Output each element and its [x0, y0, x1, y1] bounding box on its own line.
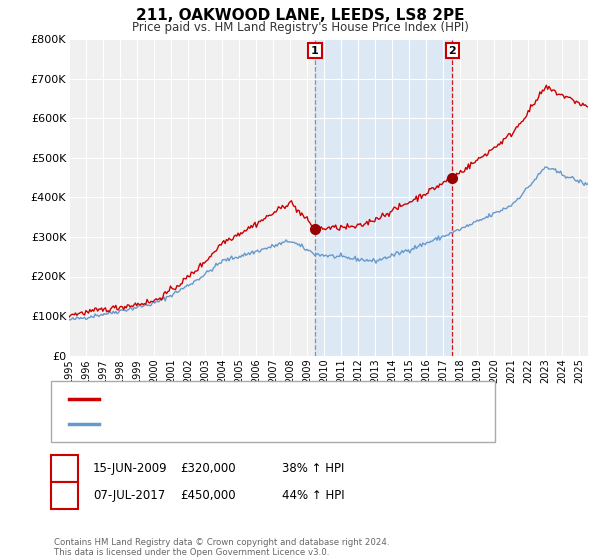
Text: 211, OAKWOOD LANE, LEEDS, LS8 2PE: 211, OAKWOOD LANE, LEEDS, LS8 2PE: [136, 8, 464, 24]
Text: 2: 2: [61, 489, 68, 502]
Text: 38% ↑ HPI: 38% ↑ HPI: [282, 462, 344, 475]
Text: £450,000: £450,000: [180, 489, 236, 502]
Bar: [315, 39, 452, 356]
Text: 1: 1: [311, 45, 319, 55]
Text: 07-JUL-2017: 07-JUL-2017: [93, 489, 165, 502]
Text: 2: 2: [448, 45, 456, 55]
Text: 1: 1: [61, 462, 68, 475]
Text: 44% ↑ HPI: 44% ↑ HPI: [282, 489, 344, 502]
Text: £320,000: £320,000: [180, 462, 236, 475]
Text: Price paid vs. HM Land Registry's House Price Index (HPI): Price paid vs. HM Land Registry's House …: [131, 21, 469, 34]
Text: HPI: Average price, detached house, Leeds: HPI: Average price, detached house, Leed…: [105, 419, 328, 430]
Text: 15-JUN-2009: 15-JUN-2009: [93, 462, 167, 475]
Text: Contains HM Land Registry data © Crown copyright and database right 2024.
This d: Contains HM Land Registry data © Crown c…: [54, 538, 389, 557]
Text: 211, OAKWOOD LANE, LEEDS, LS8 2PE (detached house): 211, OAKWOOD LANE, LEEDS, LS8 2PE (detac…: [105, 394, 401, 404]
